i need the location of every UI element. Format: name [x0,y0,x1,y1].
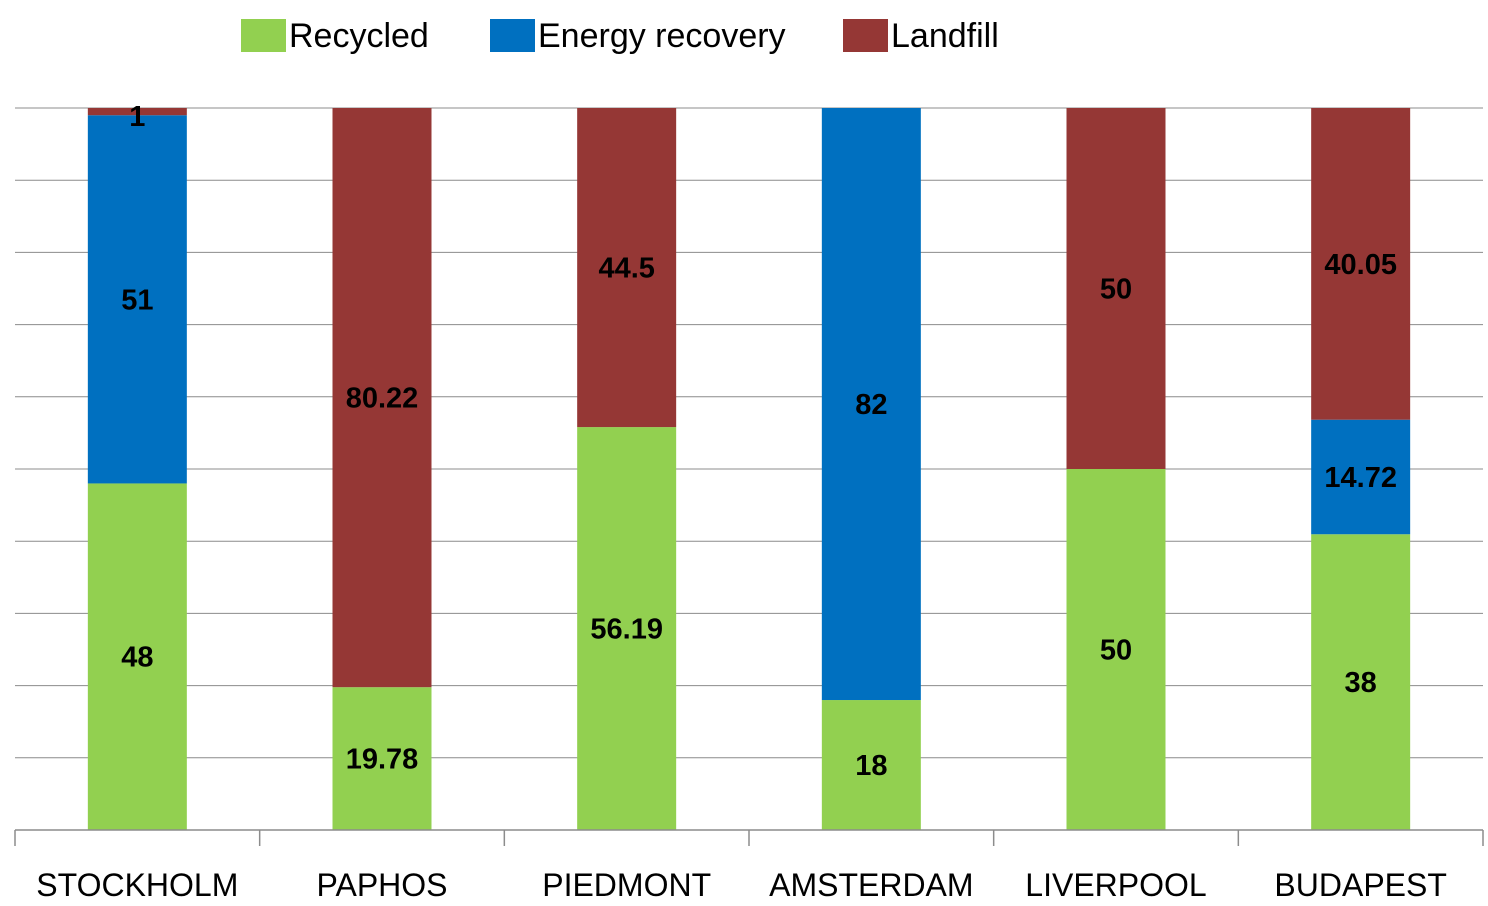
data-label: 44.5 [598,253,654,285]
data-label: 18 [855,750,887,782]
bar-segment-landfill [87,108,187,116]
data-label: 56.19 [590,614,663,646]
data-labels: 48 51 1 19.78 80.22 56.19 44.5 18 82 50 50 38 14.72 4… [121,101,1397,782]
bar-segment-recycled [1311,534,1411,830]
bar-segment-recycled [87,483,187,830]
bar-segment-energy-recovery [87,115,187,484]
data-label: 38 [1345,667,1377,699]
bars [87,108,1411,830]
data-label: 82 [855,389,887,421]
x-tick-label: AMSTERDAM [769,867,973,901]
data-label: 19.78 [346,744,419,776]
data-label: 80.22 [346,383,419,415]
legend: Recycled Energy recovery Landfill [241,17,999,55]
x-tick-label: PAPHOS [317,867,448,901]
x-axis: STOCKHOLM PAPHOS PIEDMONT AMSTERDAM LIVERPOO… [14,829,1484,903]
x-tick-label: PIEDMONT [542,867,711,901]
data-label: 50 [1100,274,1132,306]
bar-segment-landfill [1311,108,1411,420]
bar-segment-recycled [1066,469,1166,830]
legend-label: Energy recovery [538,17,786,55]
x-tick-label: STOCKHOLM [36,867,238,901]
legend-swatch [241,19,286,52]
legend-swatch [843,19,888,52]
bar-segment-landfill [1066,108,1166,469]
data-label: 14.72 [1324,462,1397,494]
data-label: 48 [121,642,153,674]
legend-swatch [490,19,535,52]
gridlines [15,107,1483,759]
data-label: 50 [1100,635,1132,667]
bar-segment-landfill [577,108,677,428]
bar-segment-energy-recovery [1311,419,1411,535]
data-label: 40.05 [1324,249,1397,281]
x-tick-label: BUDAPEST [1274,867,1446,901]
data-label: 1 [129,101,145,133]
bar-segment-energy-recovery [821,108,921,701]
legend-label: Landfill [891,17,999,55]
bar-segment-recycled [332,687,432,830]
bar-segment-landfill [332,108,432,688]
x-tick-label: LIVERPOOL [1025,867,1206,901]
legend-label: Recycled [289,17,429,55]
bar-segment-recycled [577,427,677,830]
data-label: 51 [121,284,153,316]
bar-segment-recycled [821,700,921,830]
